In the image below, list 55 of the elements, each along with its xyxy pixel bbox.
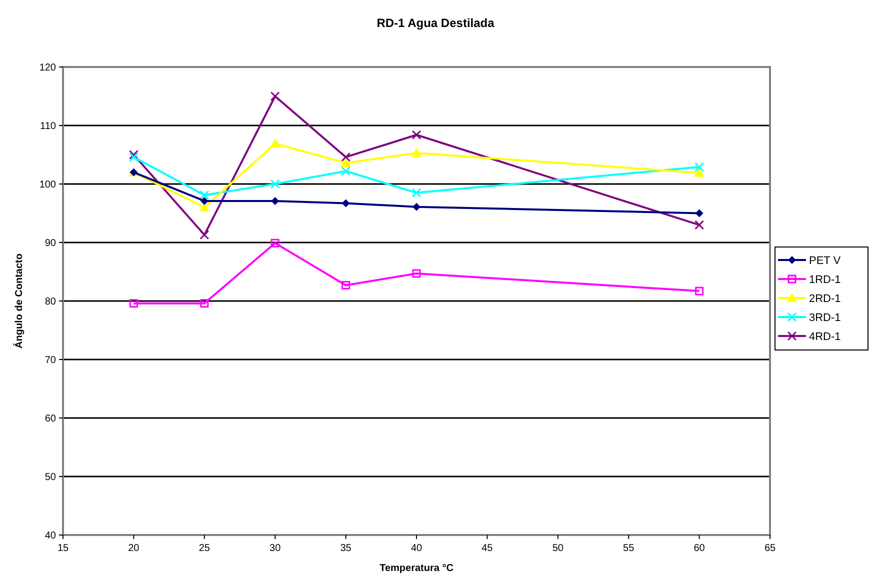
point [129,299,138,308]
point [200,190,210,200]
point [412,269,421,278]
y-tick-label: 60 [44,414,56,424]
x-tick-label: 15 [57,543,69,554]
legend-label: 2RD-1 [809,292,841,305]
x-tick-label: 30 [270,543,282,554]
x-tick-label: 45 [482,543,494,554]
legend-label: 1RD-1 [809,274,841,286]
y-tick-label: 80 [44,296,56,308]
x-tick-label: 50 [552,543,564,554]
point [342,199,350,208]
point [695,209,704,218]
legend-label: PET V [809,254,842,267]
point [128,152,138,162]
x-tick-label: 60 [694,543,706,554]
point [412,202,420,211]
legend-label: 3RD-1 [809,312,841,324]
point [270,92,280,101]
point [341,152,351,162]
y-tick-label: 100 [39,180,56,190]
point [695,286,704,296]
x-tick-label: 55 [623,543,635,554]
y-tick-label: 90 [44,238,56,249]
y-tick-label: 120 [39,62,56,74]
point [270,179,280,189]
y-axis-title: Ángulo de Contacto [13,254,25,348]
point [342,280,350,290]
point [200,230,210,240]
point [341,166,351,176]
y-tick-label: 70 [44,355,56,366]
point [412,188,422,198]
y-tick-label: 110 [40,121,56,132]
x-tick-label: 65 [764,543,776,554]
point [200,196,208,205]
x-tick-label: 35 [340,543,352,554]
chart-title: RD-1 Agua Destilada [376,16,495,30]
point [200,299,209,308]
point [340,158,351,167]
y-tick-label: 50 [44,472,56,483]
point [694,168,704,177]
point [412,148,422,157]
point [271,196,280,205]
x-tick-label: 25 [198,543,210,554]
point [694,220,704,230]
point [694,162,704,172]
x-tick-label: 40 [410,543,422,554]
y-tick-label: 40 [44,530,56,542]
x-axis-title: Temperatura °C [380,563,454,574]
point [270,238,280,248]
point [128,150,138,160]
point [270,138,280,148]
legend-label: 4RD-1 [809,330,841,343]
x-tick-label: 20 [128,543,140,554]
point [412,130,422,140]
